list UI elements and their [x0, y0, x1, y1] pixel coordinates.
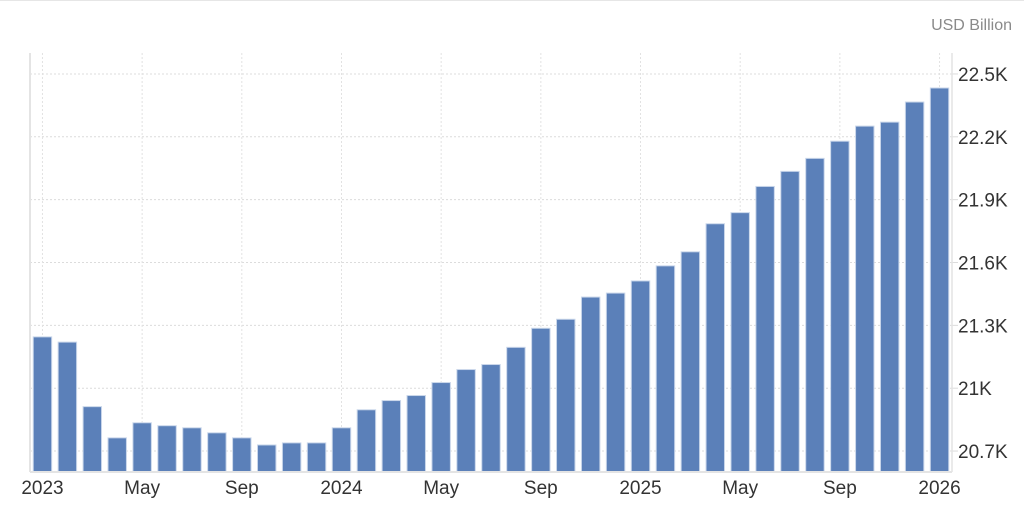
bar [531, 327, 551, 473]
bar [481, 364, 501, 473]
x-tick-label: 2024 [320, 478, 363, 499]
x-tick-label: 2023 [21, 478, 63, 499]
unit-label: USD Billion [931, 17, 1012, 34]
bar [306, 442, 327, 473]
x-tick-label: Sep [225, 478, 259, 499]
bar [132, 422, 152, 473]
x-tick-label: 2026 [918, 478, 960, 499]
bar [605, 292, 626, 473]
bar [182, 427, 202, 473]
bar [879, 121, 900, 473]
y-tick-label: 21K [958, 379, 992, 400]
bar [780, 170, 800, 473]
bar [705, 223, 725, 473]
bar [630, 280, 651, 473]
bar [281, 442, 302, 473]
bar [157, 425, 177, 473]
y-tick-label: 22.2K [958, 128, 1008, 149]
bar [680, 251, 701, 473]
bar [805, 157, 825, 473]
bar [904, 101, 925, 473]
x-tick-label: Sep [823, 478, 857, 499]
bar [730, 212, 750, 473]
bar [381, 400, 402, 473]
bar [506, 346, 526, 473]
bar [929, 87, 950, 473]
bar [57, 341, 78, 473]
bar [107, 437, 127, 473]
bar [580, 296, 601, 473]
bar [82, 406, 103, 473]
y-tick-label: 21.9K [958, 191, 1008, 212]
bar [257, 444, 277, 473]
x-tick-label: May [124, 478, 160, 499]
bar [830, 140, 850, 473]
bar [456, 369, 476, 473]
bar [855, 125, 875, 473]
bar [431, 382, 451, 473]
x-tick-label: May [423, 478, 459, 499]
x-tick-label: 2025 [619, 478, 661, 499]
y-tick-label: 22.5K [958, 65, 1008, 86]
y-tick-label: 20.7K [958, 442, 1008, 463]
bar [755, 185, 775, 473]
bar [356, 409, 377, 473]
y-tick-label: 21.3K [958, 316, 1008, 337]
x-tick-label: Sep [524, 478, 558, 499]
bar [207, 432, 227, 473]
bar [32, 336, 53, 473]
bar [331, 427, 352, 473]
x-tick-label: May [722, 478, 758, 499]
bar [406, 395, 426, 473]
bar [232, 437, 252, 473]
bar [655, 265, 676, 473]
bar [556, 318, 576, 473]
y-tick-label: 21.6K [958, 254, 1008, 275]
